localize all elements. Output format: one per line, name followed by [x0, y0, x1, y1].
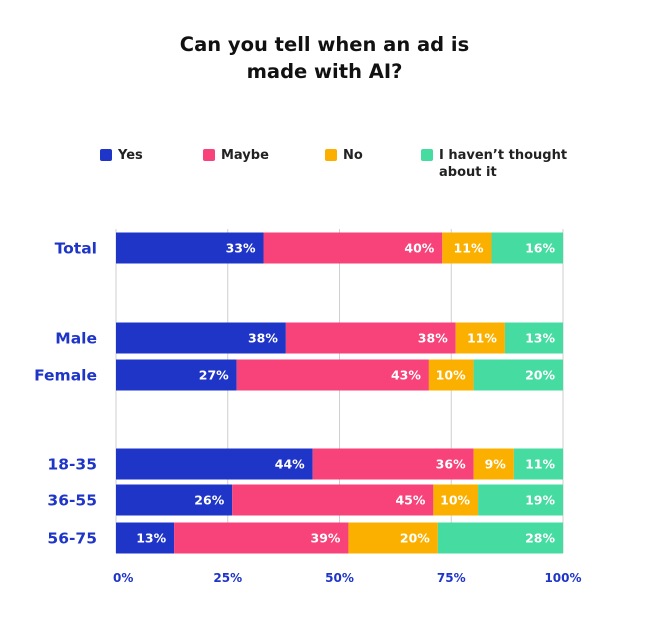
bar-5-3 — [437, 522, 563, 554]
bar-0-3 — [491, 232, 563, 264]
data-label-0-1: 40% — [404, 241, 434, 256]
bar-3-3 — [513, 448, 563, 480]
legend-swatch-no — [325, 149, 337, 161]
data-label-0-3: 16% — [525, 241, 555, 256]
category-label-0: Total — [55, 240, 97, 258]
bar-1-1 — [285, 322, 456, 354]
legend-swatch-havent-thought — [421, 149, 433, 161]
bar-1-3 — [504, 322, 563, 354]
x-tick-label-2: 50% — [325, 571, 354, 585]
data-label-3-2: 9% — [485, 457, 507, 472]
legend-swatch-yes — [100, 149, 112, 161]
category-label-1: Male — [55, 330, 97, 348]
data-label-5-3: 28% — [525, 531, 555, 546]
bar-4-2 — [433, 484, 479, 516]
bar-3-0 — [116, 448, 313, 480]
legend-label-havent-line-1: I haven’t thought — [439, 148, 568, 163]
bar-4-0 — [116, 484, 233, 516]
bar-5-0 — [116, 522, 175, 554]
data-label-1-2: 11% — [467, 331, 497, 346]
category-label-5: 56-75 — [47, 530, 97, 548]
legend-label-yes: Yes — [118, 148, 143, 163]
category-label-2: Female — [34, 367, 97, 385]
data-label-1-0: 38% — [248, 331, 278, 346]
chart-title-line-2: made with AI? — [246, 60, 403, 83]
bar-2-1 — [236, 359, 429, 391]
bar-0-0 — [116, 232, 264, 264]
data-label-4-3: 19% — [525, 493, 555, 508]
x-tick-label-3: 75% — [437, 571, 466, 585]
legend-label-maybe: Maybe — [221, 148, 269, 163]
legend-item-maybe: Maybe — [203, 147, 269, 164]
data-label-4-0: 26% — [194, 493, 224, 508]
bar-4-3 — [478, 484, 563, 516]
data-label-5-0: 13% — [136, 531, 166, 546]
data-label-4-1: 45% — [395, 493, 425, 508]
legend-label-no: No — [343, 148, 363, 163]
data-label-2-0: 27% — [199, 368, 229, 383]
chart-title-line-1: Can you tell when an ad is — [179, 33, 470, 56]
data-label-0-0: 33% — [226, 241, 256, 256]
legend-item-havent-thought: I haven’t thought about it — [421, 147, 567, 181]
bar-3-1 — [312, 448, 474, 480]
bar-2-2 — [428, 359, 474, 391]
data-label-4-2: 10% — [440, 493, 470, 508]
legend-swatch-maybe — [203, 149, 215, 161]
data-label-1-3: 13% — [525, 331, 555, 346]
data-label-3-3: 11% — [525, 457, 555, 472]
data-label-5-1: 39% — [311, 531, 341, 546]
legend-item-no: No — [325, 147, 363, 164]
bar-0-2 — [442, 232, 492, 264]
data-label-5-2: 20% — [400, 531, 430, 546]
data-label-3-0: 44% — [275, 457, 305, 472]
category-label-3: 18-35 — [47, 456, 97, 474]
x-tick-label-4: 100% — [544, 571, 581, 585]
data-label-2-1: 43% — [391, 368, 421, 383]
bar-0-1 — [263, 232, 443, 264]
bar-5-2 — [348, 522, 438, 554]
bar-4-1 — [232, 484, 434, 516]
legend-item-yes: Yes — [100, 147, 143, 164]
bar-2-0 — [116, 359, 237, 391]
data-label-3-1: 36% — [436, 457, 466, 472]
bar-5-1 — [174, 522, 349, 554]
data-label-1-1: 38% — [418, 331, 448, 346]
data-label-0-2: 11% — [454, 241, 484, 256]
bar-3-2 — [473, 448, 514, 480]
legend-label-havent-line-2: about it — [439, 165, 497, 180]
x-tick-label-1: 25% — [213, 571, 242, 585]
bar-1-0 — [116, 322, 286, 354]
bar-2-3 — [473, 359, 563, 391]
bar-1-2 — [455, 322, 505, 354]
category-label-4: 36-55 — [47, 492, 97, 510]
legend-label-havent-thought: I haven’t thought about it — [439, 147, 567, 181]
data-label-2-2: 10% — [436, 368, 466, 383]
x-tick-label-0: 0% — [113, 571, 133, 585]
chart-title: Can you tell when an ad is made with AI? — [0, 31, 649, 85]
data-label-2-3: 20% — [525, 368, 555, 383]
